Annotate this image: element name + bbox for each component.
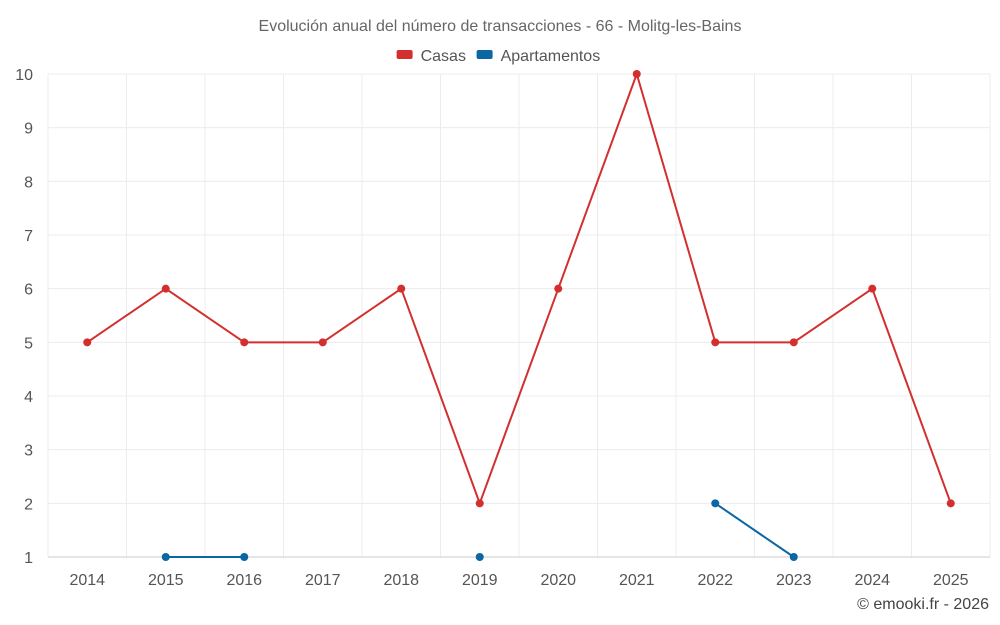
data-point-casas[interactable] <box>83 338 92 347</box>
data-point-apartamentos[interactable] <box>475 553 484 561</box>
y-tick-label: 6 <box>24 282 33 299</box>
data-point-apartamentos[interactable] <box>161 553 170 561</box>
y-axis: 1 2 3 4 5 6 7 8 9 10 <box>15 67 33 567</box>
data-point-apartamentos[interactable] <box>240 553 249 561</box>
data-point-casas[interactable] <box>554 284 563 293</box>
x-axis: 2014 2015 2016 2017 2018 2019 2020 2021 2022 2023… <box>48 556 990 589</box>
series-apartamentos <box>161 499 798 561</box>
x-tick-label: 2025 <box>933 572 969 589</box>
y-tick-label: 8 <box>24 174 33 191</box>
legend-item-casas[interactable]: Casas <box>396 48 466 65</box>
data-point-casas[interactable] <box>868 284 877 293</box>
x-tick-label: 2021 <box>619 572 655 589</box>
gridlines <box>47 73 991 558</box>
x-tick-label: 2024 <box>854 572 890 589</box>
data-point-casas[interactable] <box>946 499 955 508</box>
legend-label: Apartamentos <box>501 48 601 65</box>
data-point-casas[interactable] <box>632 70 641 78</box>
credit-text: © emooki.fr - 2026 <box>857 596 989 613</box>
y-tick-label: 7 <box>24 228 33 245</box>
legend: Casas Apartamentos <box>396 48 601 65</box>
series-line-casas <box>86 73 952 505</box>
y-tick-label: 2 <box>24 496 33 513</box>
x-tick-label: 2014 <box>69 572 105 589</box>
y-tick-label: 4 <box>24 389 33 406</box>
x-tick-label: 2019 <box>462 572 498 589</box>
legend-swatch <box>476 50 493 59</box>
x-tick-label: 2023 <box>776 572 812 589</box>
data-point-casas[interactable] <box>397 284 406 293</box>
series-group <box>83 70 955 561</box>
data-point-casas[interactable] <box>161 284 170 293</box>
chart-title: Evolución anual del número de transaccio… <box>259 18 742 35</box>
series-casas <box>83 70 955 508</box>
y-tick-label: 9 <box>24 121 33 138</box>
data-point-apartamentos[interactable] <box>711 499 720 508</box>
legend-swatch <box>396 50 413 59</box>
y-tick-label: 5 <box>24 335 33 352</box>
x-tick-label: 2022 <box>697 572 733 589</box>
y-tick-label: 1 <box>24 550 33 567</box>
data-point-casas[interactable] <box>789 338 798 347</box>
data-point-casas[interactable] <box>240 338 249 347</box>
x-tick-label: 2016 <box>226 572 262 589</box>
x-tick-label: 2017 <box>305 572 341 589</box>
series-line-apartamentos <box>714 502 795 558</box>
data-point-casas[interactable] <box>711 338 720 347</box>
data-point-casas[interactable] <box>318 338 327 347</box>
x-tick-label: 2015 <box>148 572 184 589</box>
y-tick-label: 10 <box>15 67 33 84</box>
x-tick-label: 2020 <box>540 572 576 589</box>
y-tick-label: 3 <box>24 443 33 460</box>
legend-item-apartamentos[interactable]: Apartamentos <box>476 48 601 65</box>
x-tick-label: 2018 <box>383 572 419 589</box>
data-point-casas[interactable] <box>475 499 484 508</box>
legend-label: Casas <box>421 48 466 65</box>
data-point-apartamentos[interactable] <box>789 553 798 561</box>
